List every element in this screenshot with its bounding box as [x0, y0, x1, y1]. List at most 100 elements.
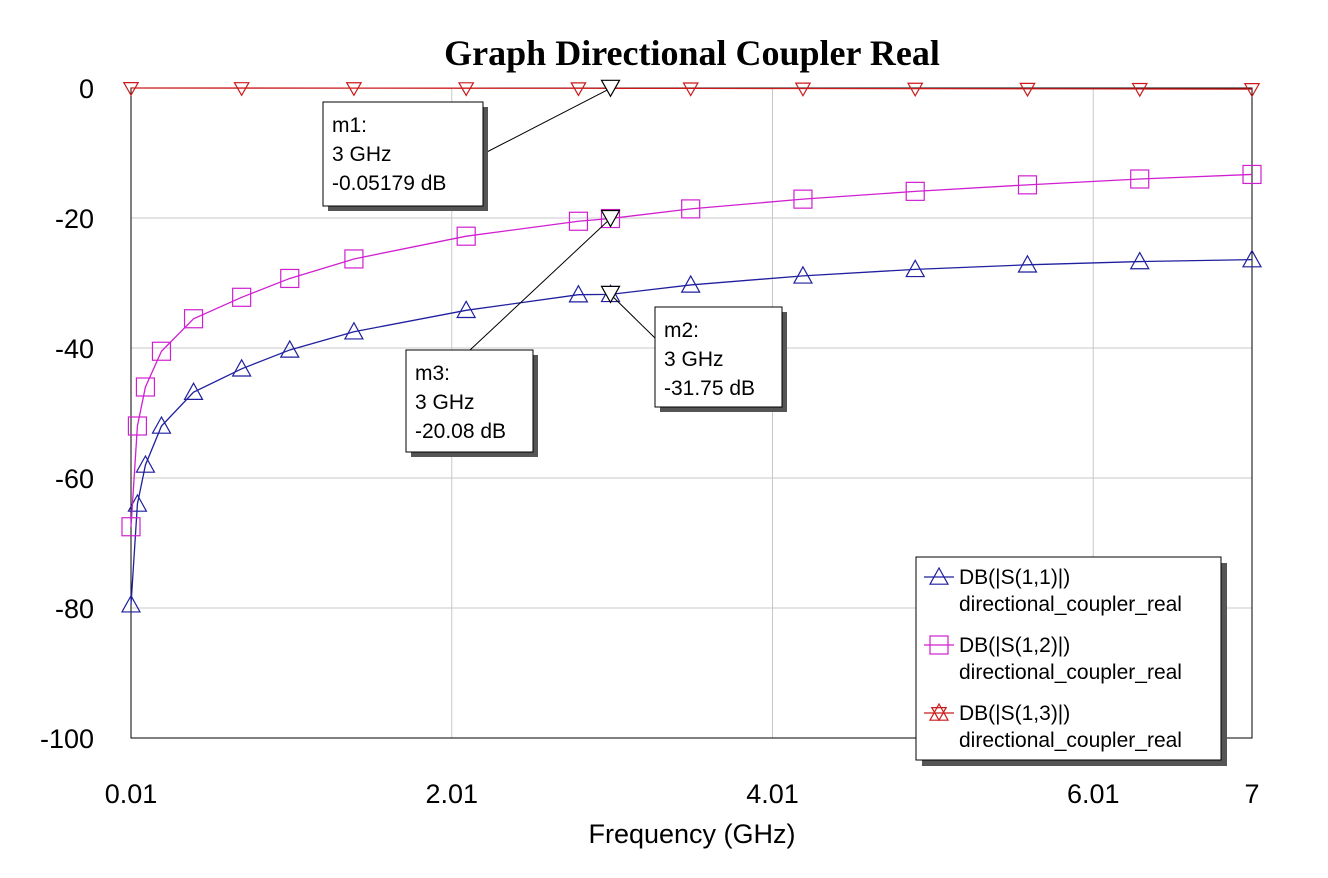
data-point [680, 274, 701, 293]
data-point [792, 265, 813, 284]
data-point [1241, 249, 1263, 268]
marker-symbol[interactable] [600, 209, 621, 228]
x-tick-label: 6.01 [1067, 779, 1120, 809]
data-point [1242, 164, 1262, 185]
data-point [232, 287, 252, 307]
data-point [570, 82, 587, 97]
y-tick-label: -40 [55, 334, 94, 364]
marker-3: m3: 3 GHz -20.08 dB [405, 209, 621, 457]
marker-value: -0.05179 dB [332, 172, 446, 195]
data-point [135, 454, 156, 473]
y-tick-label: -20 [55, 204, 94, 234]
y-tick-label: 0 [79, 74, 94, 104]
marker-leader [482, 87, 611, 155]
data-point [1129, 251, 1150, 270]
data-point [279, 339, 300, 358]
marker-value: -20.08 dB [415, 420, 506, 443]
series-3 [122, 81, 1261, 98]
data-point [1130, 169, 1150, 189]
legend-series-name: DB(|S(1,3)|) [959, 702, 1070, 725]
legend-series-sub: directional_coupler_real [959, 593, 1182, 616]
legend-item-3[interactable]: DB(|S(1,3)|) directional_coupler_real [924, 702, 1182, 752]
data-point [231, 358, 252, 377]
data-point [151, 341, 172, 361]
y-tick-label: -80 [55, 594, 94, 624]
data-point [905, 259, 926, 278]
data-point [568, 284, 589, 303]
x-tick-label: 7 [1244, 779, 1259, 809]
data-point [905, 181, 925, 201]
marker-freq: 3 GHz [415, 391, 475, 414]
marker-box[interactable] [654, 306, 783, 408]
series-line [130, 258, 1253, 605]
marker-label: m2: [664, 319, 699, 342]
legend-series-sub: directional_coupler_real [959, 661, 1182, 684]
data-point [233, 82, 250, 97]
data-point [794, 82, 812, 97]
marker-value: -31.75 dB [664, 377, 755, 400]
data-point [344, 249, 364, 269]
y-tick-label: -100 [40, 724, 94, 754]
chart-title: Graph Directional Coupler Real [444, 33, 940, 73]
marker-box[interactable] [322, 101, 484, 207]
marker-leader [469, 218, 611, 351]
marker-leader [610, 294, 656, 339]
series-1 [120, 249, 1263, 613]
data-point [127, 416, 148, 436]
legend: DB(|S(1,1)|)directional_coupler_realDB(|… [915, 556, 1227, 766]
x-tick-label: 2.01 [425, 779, 478, 809]
marker-annotations: m1: 3 GHz -0.05179 dB m2: 3 GHz -31.75 dB m3: 3… [322, 79, 787, 457]
data-point [1243, 83, 1261, 98]
data-point [280, 268, 300, 289]
series-line [130, 87, 1253, 90]
data-point [343, 321, 364, 340]
data-point [457, 82, 475, 97]
x-axis: 0.01 2.01 4.01 6.01 7 [105, 779, 1260, 809]
marker-label: m1: [332, 114, 367, 137]
series-line [130, 173, 1253, 527]
legend-swatch-marker [929, 635, 949, 655]
data-point [1017, 254, 1038, 273]
data-point [456, 300, 477, 319]
legend-series-name: DB(|S(1,1)|) [959, 566, 1070, 589]
marker-freq: 3 GHz [664, 348, 724, 371]
legend-swatch-marker [930, 706, 948, 722]
legend-swatch-marker [928, 566, 950, 585]
x-axis-label: Frequency (GHz) [588, 819, 795, 849]
marker-symbol[interactable] [600, 79, 621, 98]
data-point [1131, 82, 1148, 98]
data-point [151, 415, 172, 434]
legend-series-sub: directional_coupler_real [959, 729, 1182, 752]
data-point [122, 81, 140, 97]
x-tick-label: 0.01 [105, 779, 158, 809]
legend-item-2[interactable]: DB(|S(1,2)|) directional_coupler_real [924, 634, 1182, 684]
data-point [906, 82, 924, 98]
data-point [681, 199, 701, 219]
data-point [456, 226, 476, 246]
y-axis: 0 -20 -40 -60 -80 -100 [40, 74, 94, 754]
data-point [183, 381, 204, 400]
data-point [568, 211, 589, 231]
data-point [1019, 82, 1036, 98]
data-point [183, 309, 204, 329]
data-point [121, 517, 141, 537]
x-tick-label: 4.01 [746, 779, 799, 809]
marker-1: m1: 3 GHz -0.05179 dB [322, 79, 621, 211]
legend-series-name: DB(|S(1,2)|) [959, 634, 1070, 657]
marker-label: m3: [415, 362, 450, 385]
legend-box [915, 556, 1222, 761]
legend-item-1[interactable]: DB(|S(1,1)|) directional_coupler_real [924, 566, 1182, 616]
series-2 [121, 164, 1262, 537]
marker-2: m2: 3 GHz -31.75 dB [600, 285, 787, 412]
data-point [682, 82, 699, 97]
data-point [135, 377, 156, 397]
marker-freq: 3 GHz [332, 143, 392, 166]
marker-box[interactable] [405, 349, 534, 453]
data-point [793, 189, 813, 209]
data-point [345, 82, 363, 97]
marker-symbol[interactable] [600, 285, 621, 304]
data-point [120, 594, 142, 613]
data-point [1017, 175, 1038, 195]
y-tick-label: -60 [55, 464, 94, 494]
